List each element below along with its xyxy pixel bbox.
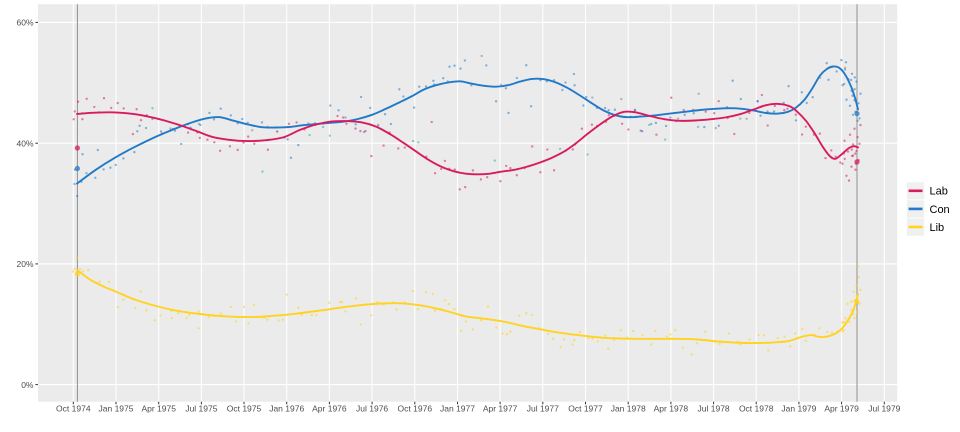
svg-text:Jan 1976: Jan 1976 <box>269 404 304 414</box>
svg-text:Lab: Lab <box>930 186 948 198</box>
svg-text:Apr 1977: Apr 1977 <box>483 404 518 414</box>
svg-text:Jan 1975: Jan 1975 <box>99 404 134 414</box>
svg-text:Oct 1976: Oct 1976 <box>398 404 433 414</box>
svg-text:Jul 1978: Jul 1978 <box>698 404 730 414</box>
svg-text:Oct 1978: Oct 1978 <box>739 404 774 414</box>
svg-text:Apr 1976: Apr 1976 <box>312 404 347 414</box>
svg-text:Jul 1976: Jul 1976 <box>356 404 388 414</box>
svg-text:Con: Con <box>930 204 950 216</box>
svg-text:Oct 1974: Oct 1974 <box>56 404 91 414</box>
svg-text:Oct 1977: Oct 1977 <box>568 404 603 414</box>
svg-text:Apr 1979: Apr 1979 <box>824 404 859 414</box>
svg-text:Jul 1977: Jul 1977 <box>527 404 559 414</box>
svg-text:Jan 1979: Jan 1979 <box>781 404 816 414</box>
svg-text:0%: 0% <box>21 380 34 390</box>
svg-text:Oct 1975: Oct 1975 <box>227 404 262 414</box>
svg-text:Jul 1975: Jul 1975 <box>185 404 217 414</box>
svg-text:Apr 1975: Apr 1975 <box>141 404 176 414</box>
svg-text:40%: 40% <box>16 138 33 148</box>
svg-text:Lib: Lib <box>930 222 945 234</box>
svg-text:60%: 60% <box>16 18 33 28</box>
svg-text:Jan 1977: Jan 1977 <box>440 404 475 414</box>
svg-text:Apr 1978: Apr 1978 <box>654 404 689 414</box>
svg-text:20%: 20% <box>16 259 33 269</box>
svg-text:Jul 1979: Jul 1979 <box>868 404 900 414</box>
svg-text:Jan 1978: Jan 1978 <box>611 404 646 414</box>
